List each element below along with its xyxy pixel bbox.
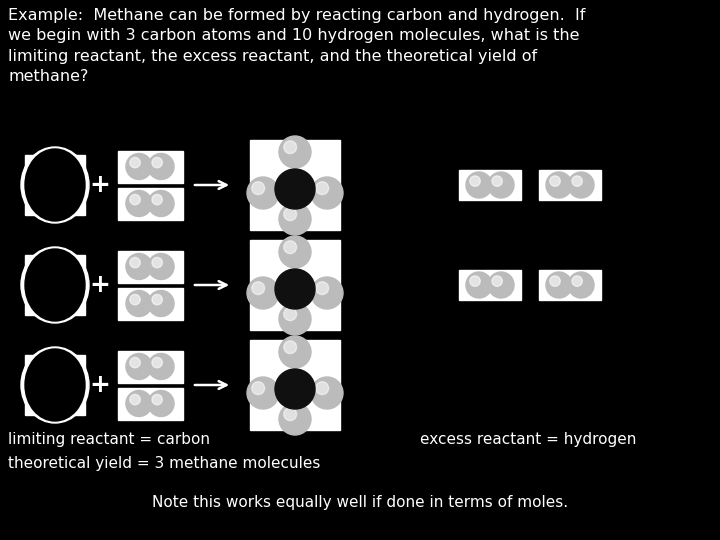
- Circle shape: [546, 172, 572, 198]
- Circle shape: [148, 390, 174, 416]
- Circle shape: [130, 357, 140, 368]
- Circle shape: [152, 157, 162, 168]
- Circle shape: [279, 403, 311, 435]
- Circle shape: [284, 208, 297, 221]
- Circle shape: [279, 136, 311, 168]
- Circle shape: [148, 291, 174, 316]
- Bar: [117, 187, 182, 219]
- Circle shape: [284, 308, 297, 321]
- Circle shape: [130, 194, 140, 205]
- Circle shape: [152, 258, 162, 268]
- Text: excess reactant = hydrogen: excess reactant = hydrogen: [420, 432, 636, 447]
- Circle shape: [492, 176, 503, 186]
- Circle shape: [279, 303, 311, 335]
- Circle shape: [126, 153, 152, 179]
- Text: +: +: [89, 273, 110, 297]
- Circle shape: [126, 291, 152, 316]
- Bar: [117, 350, 182, 382]
- Circle shape: [550, 276, 560, 286]
- Circle shape: [284, 408, 297, 421]
- Bar: [117, 287, 182, 320]
- Circle shape: [152, 357, 162, 368]
- Bar: [117, 151, 182, 183]
- Bar: [250, 140, 340, 230]
- Bar: [25, 255, 85, 315]
- Circle shape: [126, 390, 152, 416]
- Bar: [250, 240, 340, 330]
- Circle shape: [466, 172, 492, 198]
- Bar: [25, 355, 85, 415]
- Circle shape: [275, 369, 315, 409]
- Circle shape: [572, 276, 582, 286]
- Bar: [25, 155, 85, 215]
- Circle shape: [470, 276, 480, 286]
- Ellipse shape: [25, 349, 85, 421]
- Circle shape: [568, 172, 594, 198]
- Circle shape: [130, 294, 140, 305]
- Text: Note this works equally well if done in terms of moles.: Note this works equally well if done in …: [152, 495, 568, 510]
- Circle shape: [311, 277, 343, 309]
- Circle shape: [546, 272, 572, 298]
- Ellipse shape: [21, 147, 89, 223]
- Ellipse shape: [21, 347, 89, 423]
- Circle shape: [568, 272, 594, 298]
- Circle shape: [466, 272, 492, 298]
- Circle shape: [252, 382, 265, 395]
- Bar: [459, 170, 521, 200]
- Circle shape: [247, 277, 279, 309]
- Circle shape: [152, 394, 162, 405]
- Circle shape: [130, 394, 140, 405]
- Bar: [117, 388, 182, 420]
- Circle shape: [152, 294, 162, 305]
- Bar: [459, 270, 521, 300]
- Circle shape: [492, 276, 503, 286]
- Ellipse shape: [25, 149, 85, 221]
- Circle shape: [275, 269, 315, 309]
- Circle shape: [284, 141, 297, 153]
- Circle shape: [148, 153, 174, 179]
- Bar: [539, 270, 601, 300]
- Circle shape: [148, 253, 174, 280]
- Circle shape: [311, 177, 343, 209]
- Circle shape: [311, 377, 343, 409]
- Circle shape: [284, 341, 297, 354]
- Circle shape: [550, 176, 560, 186]
- Circle shape: [316, 282, 328, 295]
- Bar: [250, 340, 340, 430]
- Circle shape: [252, 282, 265, 295]
- Circle shape: [488, 272, 514, 298]
- Circle shape: [279, 203, 311, 235]
- Circle shape: [126, 253, 152, 280]
- Circle shape: [284, 241, 297, 254]
- Circle shape: [148, 354, 174, 380]
- Text: +: +: [89, 373, 110, 397]
- Text: limiting reactant = carbon: limiting reactant = carbon: [8, 432, 210, 447]
- Circle shape: [279, 236, 311, 268]
- Bar: [539, 170, 601, 200]
- Circle shape: [252, 182, 265, 194]
- Circle shape: [316, 382, 328, 395]
- Circle shape: [148, 191, 174, 217]
- Circle shape: [572, 176, 582, 186]
- Circle shape: [275, 169, 315, 209]
- Circle shape: [247, 177, 279, 209]
- Circle shape: [316, 182, 328, 194]
- Circle shape: [279, 336, 311, 368]
- Circle shape: [152, 194, 162, 205]
- Ellipse shape: [21, 247, 89, 323]
- Text: Example:  Methane can be formed by reacting carbon and hydrogen.  If
we begin wi: Example: Methane can be formed by reacti…: [8, 8, 585, 84]
- Circle shape: [247, 377, 279, 409]
- Ellipse shape: [25, 249, 85, 321]
- Circle shape: [130, 157, 140, 168]
- Circle shape: [488, 172, 514, 198]
- Circle shape: [126, 191, 152, 217]
- Circle shape: [130, 258, 140, 268]
- Text: theoretical yield = 3 methane molecules: theoretical yield = 3 methane molecules: [8, 456, 320, 471]
- Text: +: +: [89, 173, 110, 197]
- Bar: [117, 251, 182, 282]
- Circle shape: [126, 354, 152, 380]
- Circle shape: [470, 176, 480, 186]
